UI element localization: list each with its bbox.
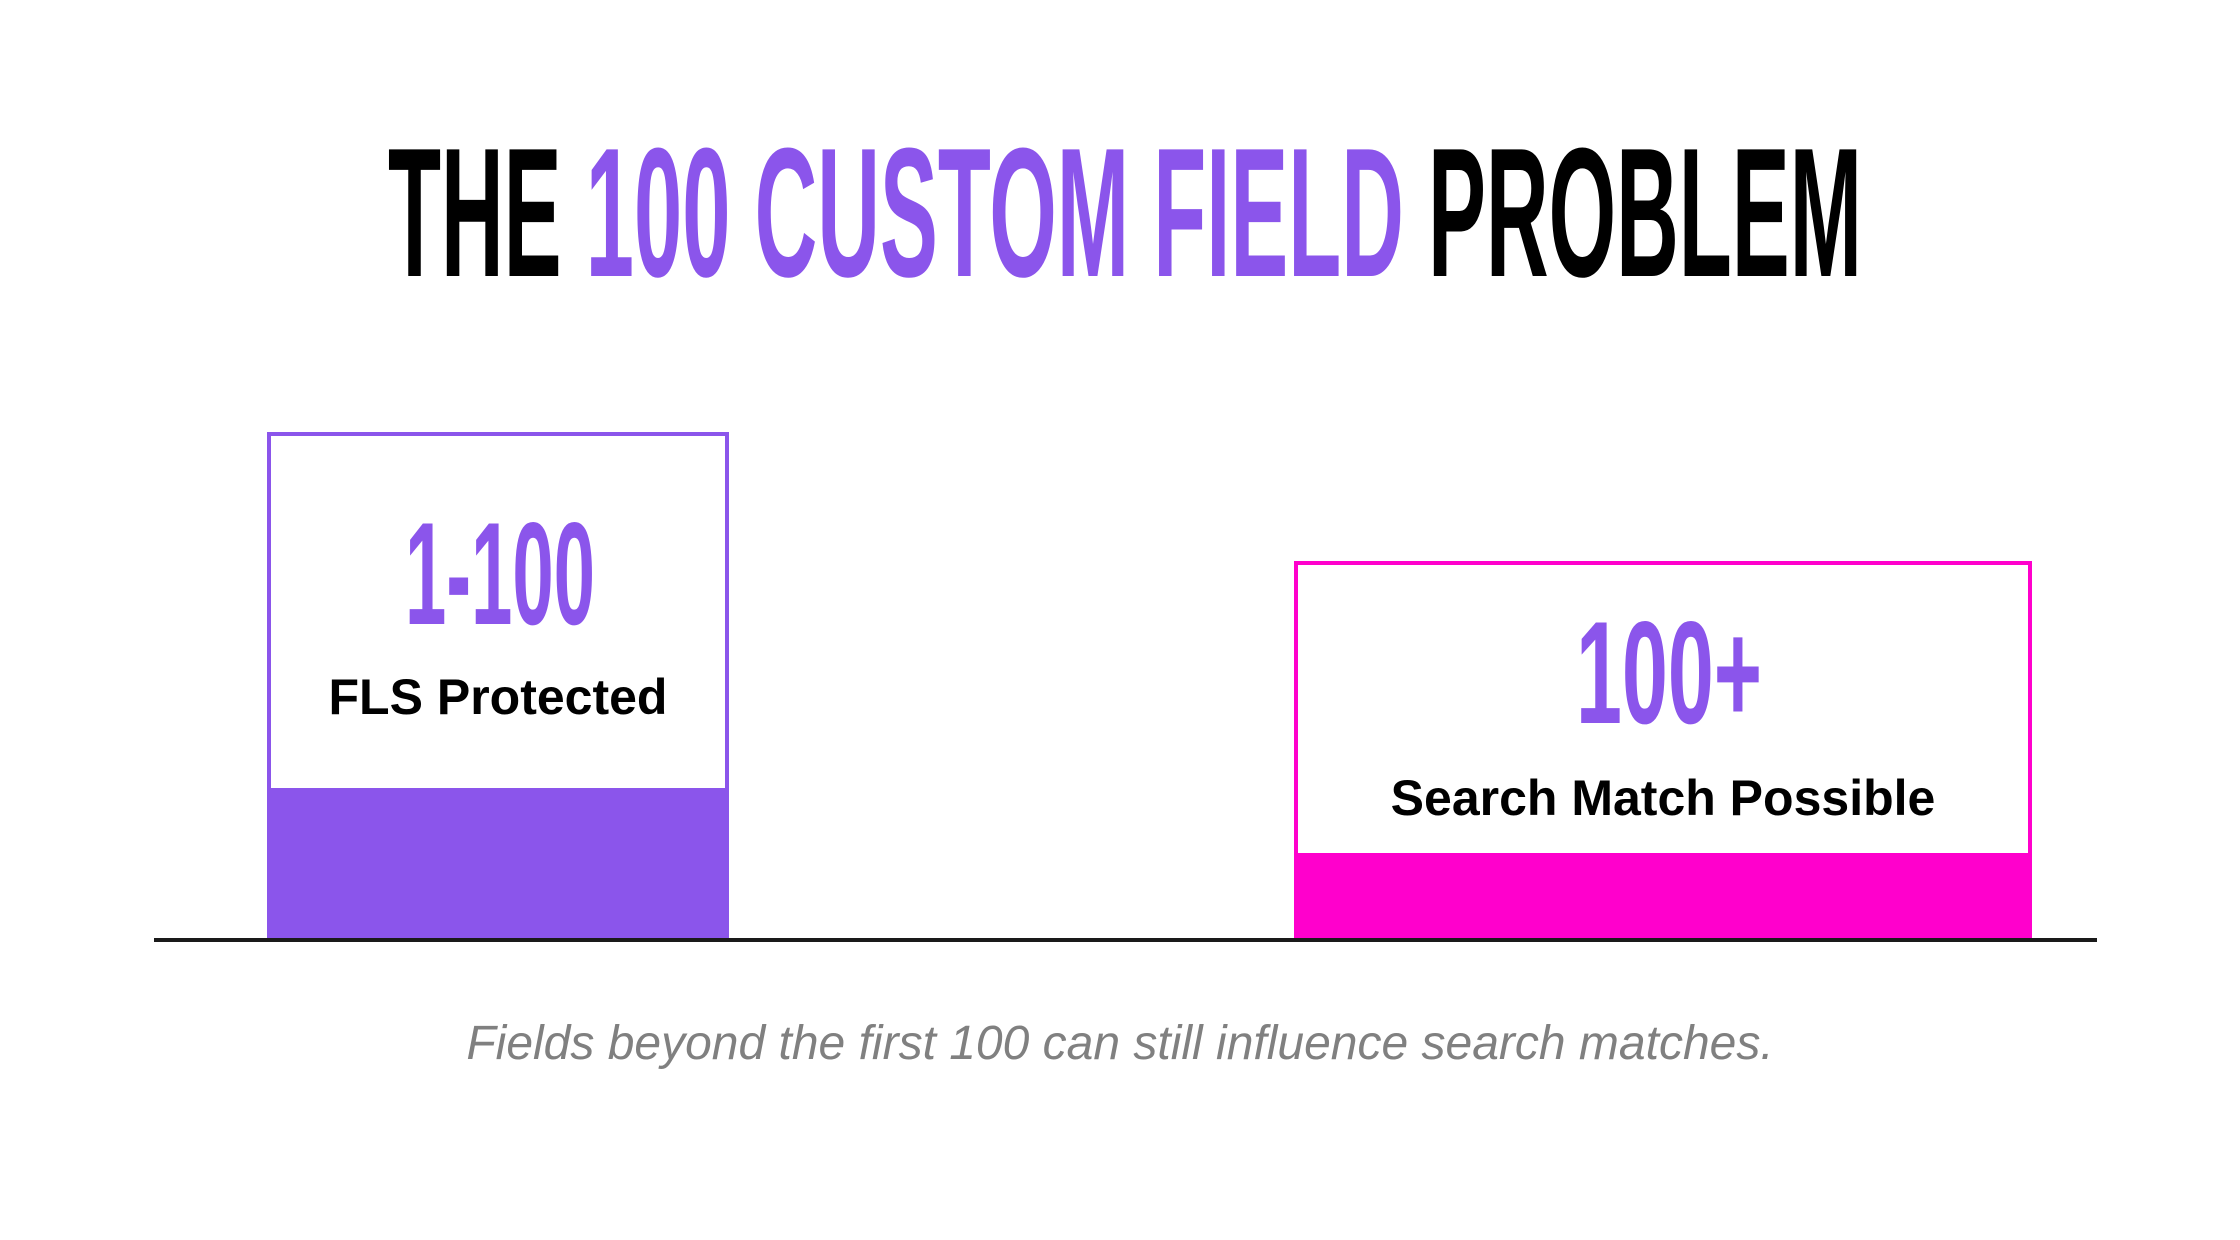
value-label: 1-100 — [405, 516, 595, 628]
value-text: 100+ — [1576, 615, 1762, 727]
bar-fls-protected: 1-100 FLS Protected — [267, 432, 729, 940]
baseline — [154, 938, 2097, 942]
bar-fill-fls — [271, 788, 725, 940]
bar-label: Search Match Possible — [1390, 770, 1936, 826]
value-label: 100+ — [1576, 615, 1762, 727]
title-text: THE 100 CUSTOM FIELD PROBLEM — [388, 140, 1862, 280]
title: THE 100 CUSTOM FIELD PROBLEM — [388, 140, 1862, 280]
caption: Fields beyond the first 100 can still in… — [466, 1017, 1774, 1070]
bar-search-match: 100+ Search Match Possible — [1294, 561, 2032, 940]
bar-label: FLS Protected — [328, 669, 668, 725]
title-part-the: THE — [388, 140, 562, 280]
title-part-problem: PROBLEM — [1428, 140, 1862, 280]
title-part-highlight: 100 CUSTOM FIELD — [586, 140, 1404, 280]
bar-fill-search — [1298, 853, 2028, 940]
value-text: 1-100 — [405, 516, 595, 628]
